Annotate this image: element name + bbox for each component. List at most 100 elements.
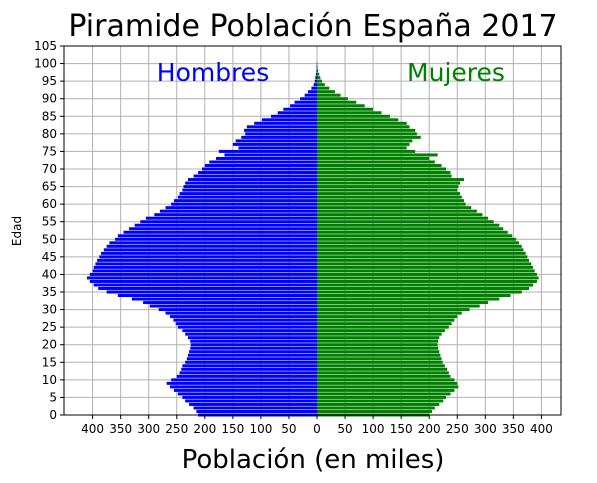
- x-tick-label: 50: [337, 422, 352, 436]
- y-tick-label: 105: [34, 39, 57, 53]
- y-tick-label: 5: [49, 390, 57, 404]
- men-bar-age-58: [159, 209, 317, 213]
- men-bar-age-4: [185, 399, 317, 403]
- y-tick-label: 85: [42, 109, 57, 123]
- women-bar-age-59: [317, 206, 472, 210]
- men-bar-age-13: [181, 367, 317, 371]
- women-bar-age-61: [317, 199, 464, 203]
- y-tick-label: 35: [42, 285, 57, 299]
- women-bar-age-20: [317, 343, 438, 347]
- y-tick-label: 100: [34, 57, 57, 71]
- x-tick-label: 350: [502, 422, 525, 436]
- men-bar-age-22: [187, 336, 317, 340]
- women-bar-age-15: [317, 360, 443, 364]
- men-bar-age-12: [179, 371, 317, 375]
- women-bar-age-73: [317, 156, 430, 160]
- y-tick-label: 65: [42, 180, 57, 194]
- women-bar-age-78: [317, 139, 413, 143]
- women-bar-age-29: [317, 311, 462, 315]
- women-bar-age-96: [317, 76, 321, 80]
- y-tick-label: 25: [42, 320, 57, 334]
- women-bar-age-18: [317, 350, 440, 354]
- women-bar-age-63: [317, 192, 461, 196]
- men-bar-age-89: [294, 100, 317, 104]
- men-bar-age-53: [129, 227, 317, 231]
- women-bar-age-26: [317, 322, 452, 326]
- y-tick-label: 70: [42, 162, 57, 176]
- y-tick-label: 60: [42, 197, 57, 211]
- men-bar-age-25: [177, 325, 317, 329]
- women-bar-age-71: [317, 163, 442, 167]
- men-bar-age-15: [185, 360, 317, 364]
- women-bar-age-4: [317, 399, 444, 403]
- y-tick-label: 55: [42, 215, 57, 229]
- men-bar-age-37: [93, 283, 317, 287]
- women-bar-age-85: [317, 114, 390, 118]
- x-tick-label: 100: [249, 422, 272, 436]
- women-bar-age-57: [317, 213, 483, 217]
- men-bar-age-82: [246, 125, 317, 129]
- men-bar-age-57: [154, 213, 317, 217]
- men-bar-age-85: [270, 114, 317, 118]
- men-bar-age-27: [173, 318, 317, 322]
- women-bar-age-67: [317, 178, 464, 182]
- men-bar-age-29: [165, 311, 317, 315]
- men-bar-age-66: [185, 181, 317, 185]
- women-bar-age-5: [317, 395, 447, 399]
- men-bar-age-61: [173, 199, 317, 203]
- men-bar-age-86: [277, 111, 317, 115]
- women-bar-age-36: [317, 286, 530, 290]
- men-bar-age-97: [315, 72, 317, 76]
- men-bar-age-99: [316, 65, 317, 69]
- men-bar-age-17: [187, 353, 317, 357]
- legend-men-label: Hombres: [157, 58, 269, 87]
- x-tick-label: 250: [165, 422, 188, 436]
- men-bar-age-95: [314, 79, 317, 83]
- x-tick-label: 400: [81, 422, 104, 436]
- women-bar-age-8: [317, 385, 459, 389]
- men-bar-age-87: [283, 107, 317, 111]
- women-bar-age-10: [317, 378, 455, 382]
- women-bar-age-76: [317, 146, 407, 150]
- y-tick-label: 45: [42, 250, 57, 264]
- men-bar-age-84: [262, 118, 317, 122]
- women-bar-age-41: [317, 269, 535, 273]
- plot-frame: [63, 45, 562, 416]
- women-bar-age-68: [317, 174, 452, 178]
- men-bar-age-26: [175, 322, 317, 326]
- x-tick-label: 150: [221, 422, 244, 436]
- men-bar-age-70: [201, 167, 317, 171]
- women-bar-age-13: [317, 367, 448, 371]
- men-bar-age-9: [166, 381, 317, 385]
- men-bar-age-14: [182, 364, 317, 368]
- women-bar-age-25: [317, 325, 449, 329]
- men-bar-age-16: [186, 357, 317, 361]
- men-bar-age-83: [254, 121, 317, 125]
- men-bar-age-94: [313, 83, 317, 87]
- men-bar-age-36: [98, 286, 318, 290]
- men-bar-age-31: [149, 304, 317, 308]
- x-tick-label: 300: [474, 422, 497, 436]
- men-bar-age-76: [238, 146, 317, 150]
- women-bar-age-53: [317, 227, 504, 231]
- women-bar-age-70: [317, 167, 447, 171]
- men-bar-age-98: [316, 69, 317, 73]
- y-tick-label: 90: [42, 92, 57, 106]
- y-tick-label: 95: [42, 74, 57, 88]
- y-tick-label: 10: [42, 373, 57, 387]
- y-axis-label: Edad: [10, 216, 24, 246]
- women-bar-age-42: [317, 265, 533, 269]
- men-bar-age-93: [311, 86, 317, 90]
- women-bar-age-81: [317, 128, 416, 132]
- women-bar-age-66: [317, 181, 461, 185]
- women-bar-age-87: [317, 107, 374, 111]
- men-bar-age-91: [304, 93, 317, 97]
- men-bar-age-42: [93, 265, 317, 269]
- men-bar-age-6: [177, 392, 317, 396]
- men-bar-age-1: [196, 409, 317, 413]
- men-bar-age-3: [189, 402, 317, 406]
- women-bar-age-27: [317, 318, 455, 322]
- men-bar-age-79: [241, 135, 317, 139]
- x-tick-label: 200: [418, 422, 441, 436]
